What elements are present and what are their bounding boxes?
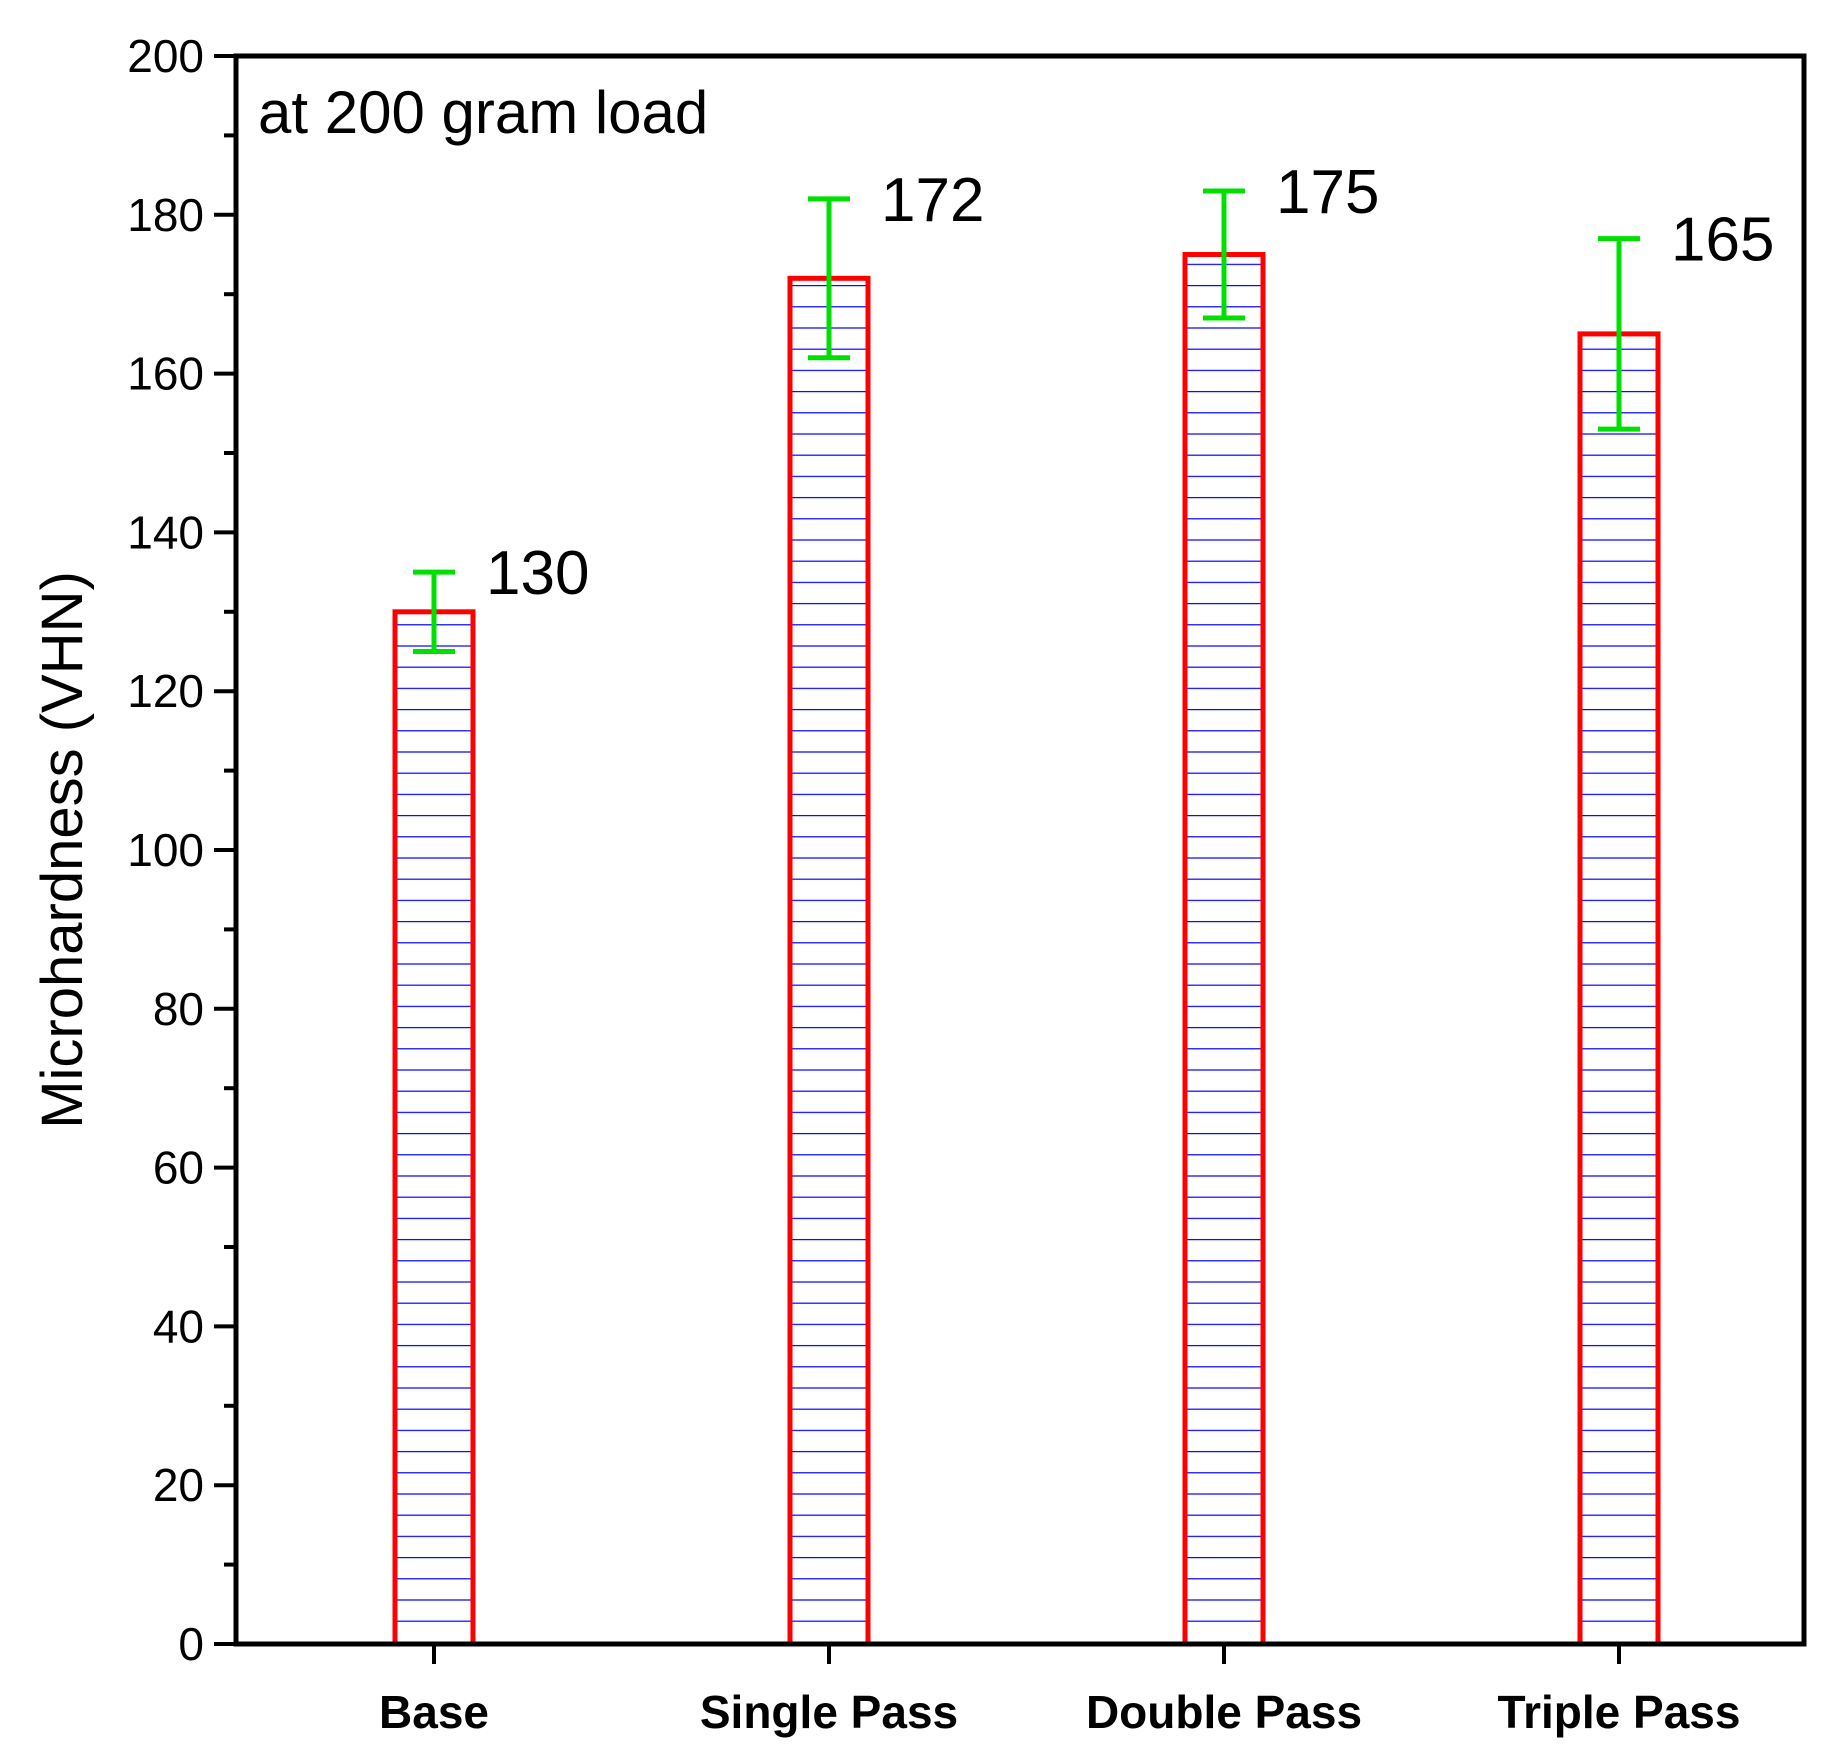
bar-double-pass: [1182, 252, 1266, 1647]
y-tick-label: 160: [127, 348, 204, 400]
y-ticks-group: 0 20 40 60 80 100 120 140 160 180 200: [127, 30, 236, 1670]
bars-group: [392, 252, 1661, 1647]
value-label: 175: [1276, 158, 1379, 227]
x-tick-label: Triple Pass: [1498, 1686, 1741, 1738]
x-tick-label: Single Pass: [700, 1686, 958, 1738]
y-tick-label: 20: [153, 1459, 204, 1511]
y-axis-label: Microhardness (VHN): [30, 571, 95, 1129]
x-ticks-group: Base Single Pass Double Pass Triple Pass: [379, 1644, 1740, 1738]
value-label: 172: [881, 166, 984, 235]
bar-single-pass: [787, 275, 871, 1647]
y-tick-label: 100: [127, 824, 204, 876]
value-label: 165: [1671, 206, 1774, 275]
x-tick-label: Base: [379, 1686, 489, 1738]
load-annotation: at 200 gram load: [258, 79, 708, 146]
y-tick-label: 180: [127, 189, 204, 241]
y-tick-label: 200: [127, 30, 204, 82]
bar-base: [392, 609, 476, 1647]
y-tick-label: 120: [127, 665, 204, 717]
y-tick-label: 60: [153, 1142, 204, 1194]
y-tick-label: 0: [178, 1618, 204, 1670]
y-tick-label: 140: [127, 506, 204, 558]
error-bars-group: [413, 188, 1640, 654]
x-tick-label: Double Pass: [1086, 1686, 1362, 1738]
y-tick-label: 80: [153, 983, 204, 1035]
value-label: 130: [486, 539, 589, 608]
bar-triple-pass: [1577, 331, 1661, 1647]
y-tick-label: 40: [153, 1300, 204, 1352]
plot-frame: [233, 53, 1807, 1647]
value-labels-group: 130 172 175 165: [486, 158, 1774, 608]
